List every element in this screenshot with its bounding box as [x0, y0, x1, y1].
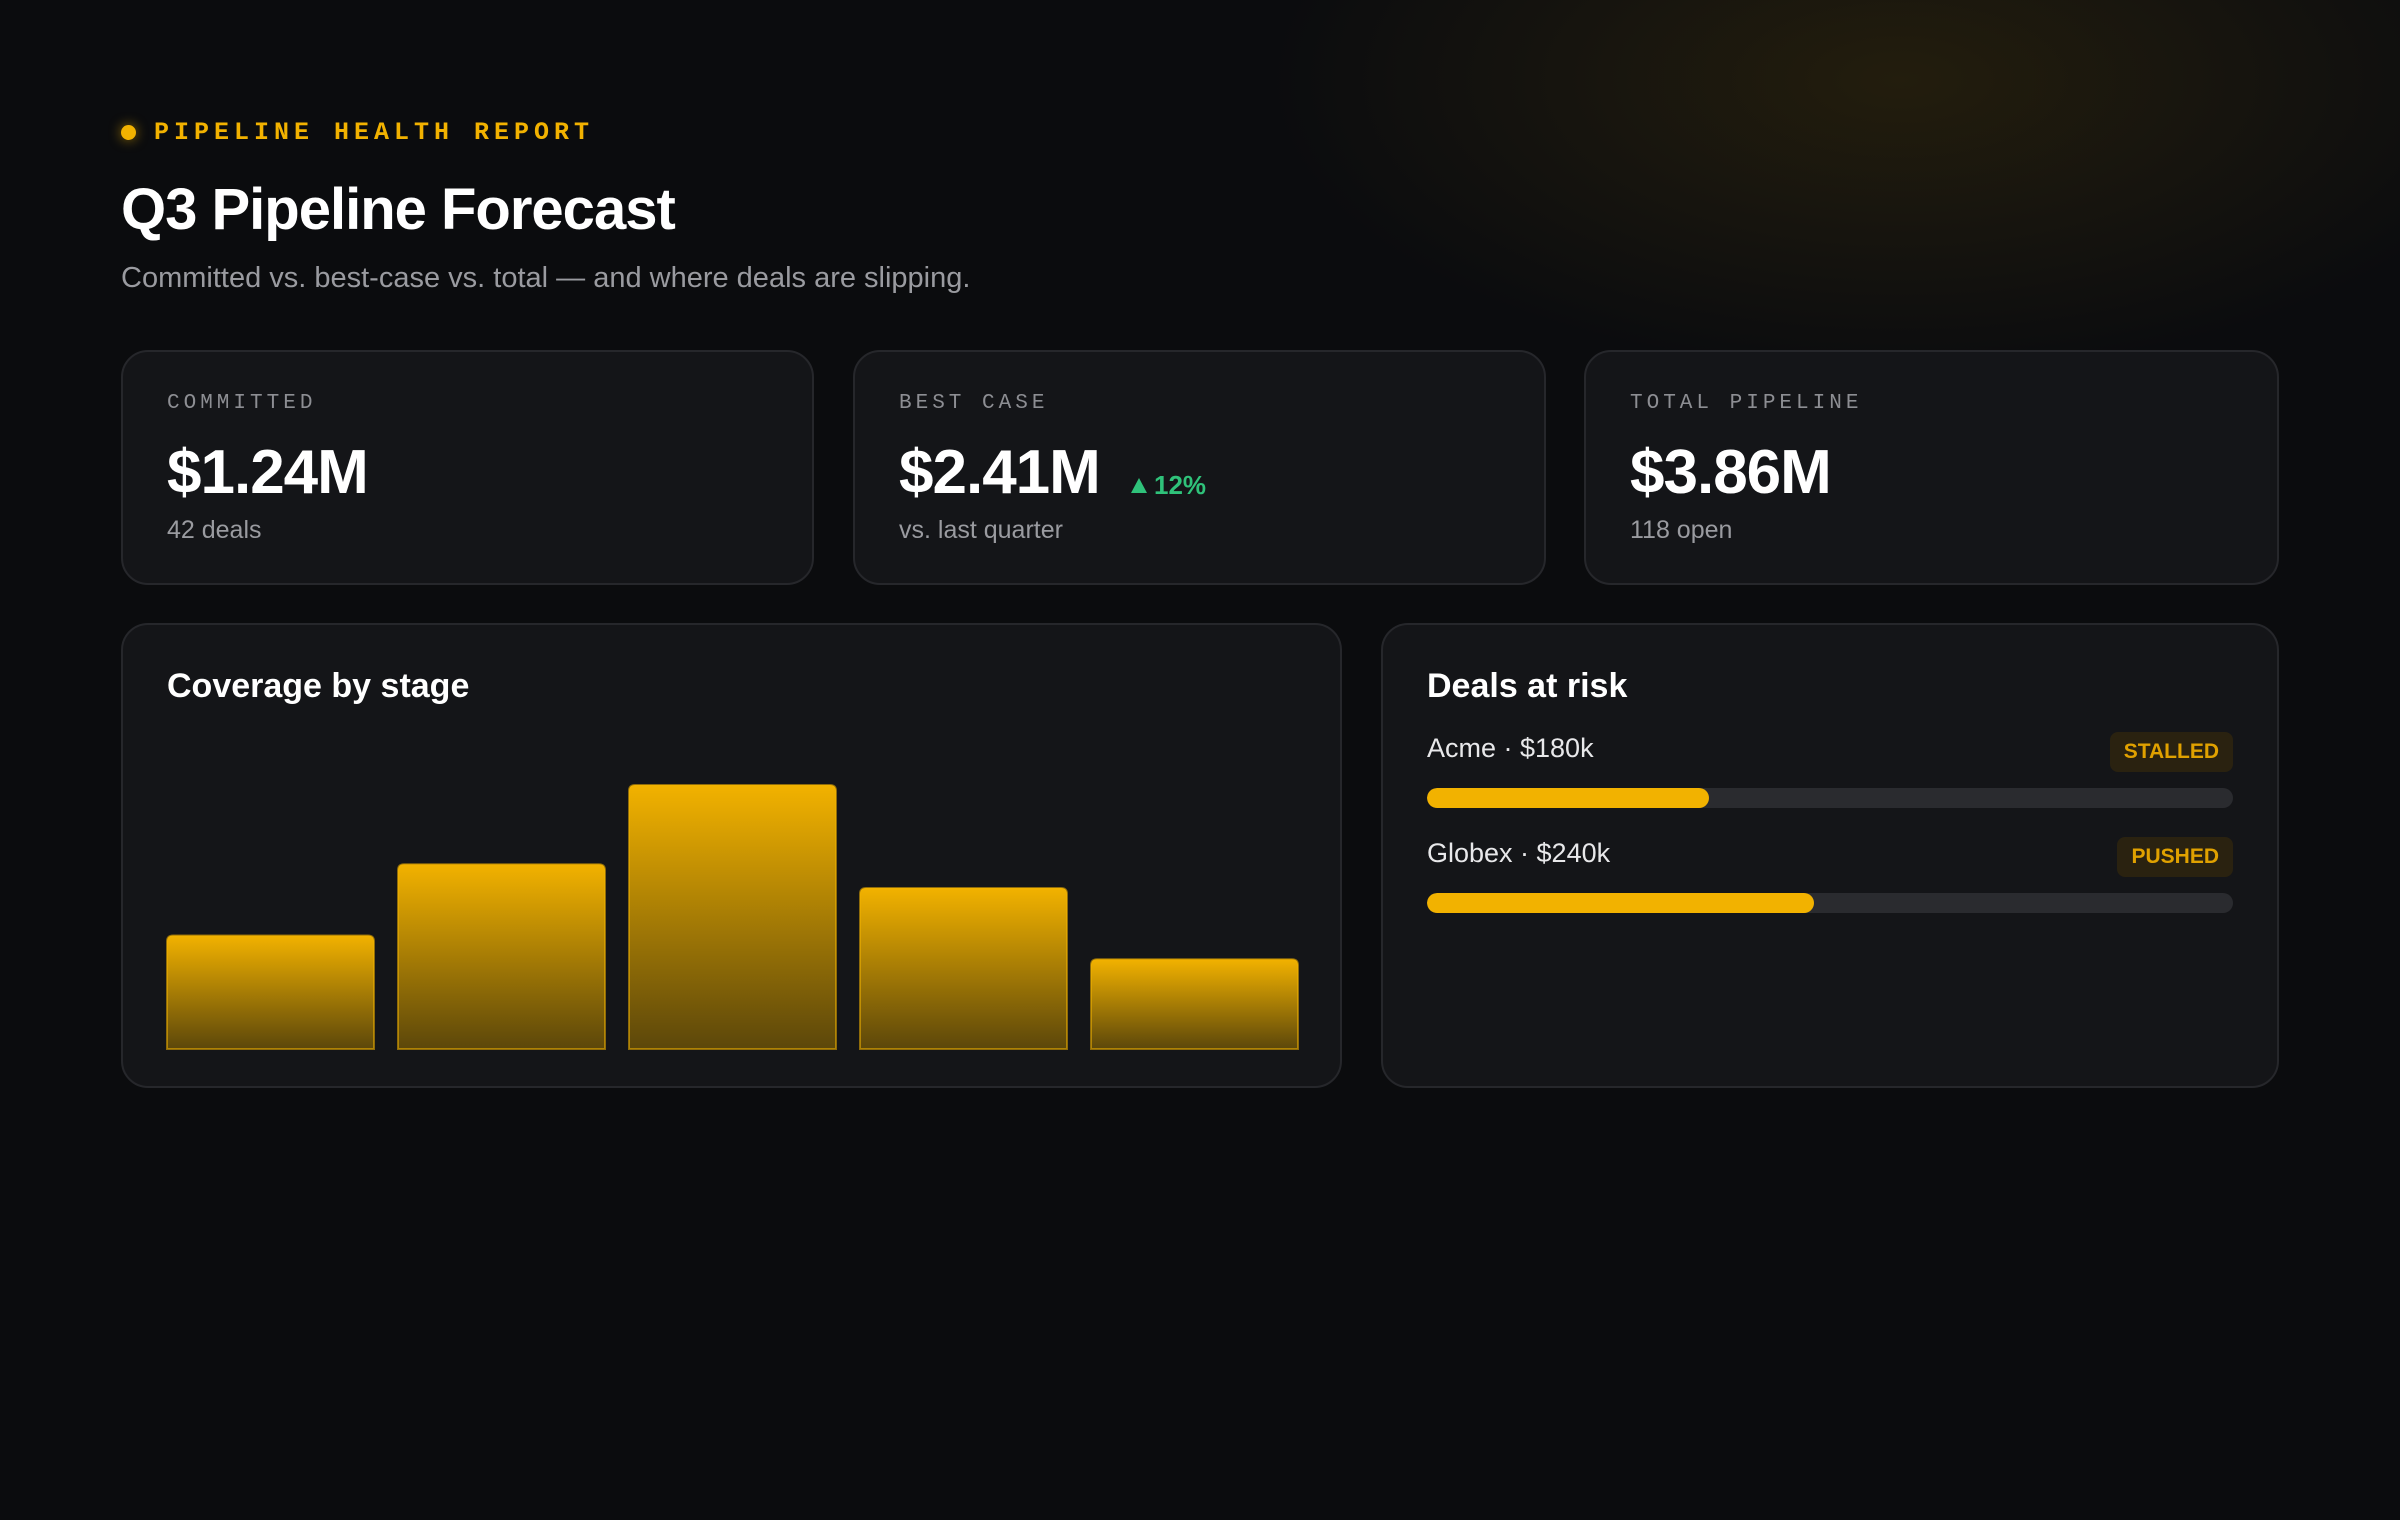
kpi-label: BEST CASE [899, 392, 1049, 415]
kpi-note: 42 deals [167, 516, 262, 544]
status-dot [121, 124, 136, 140]
chart [166, 784, 1299, 1050]
kpi-delta: 12% [1130, 470, 1206, 501]
progress-track [1427, 893, 2233, 913]
bar [859, 886, 1068, 1050]
chart-title: Coverage by stage [167, 667, 470, 705]
deal-label: Acme · $180k [1427, 733, 1594, 763]
up-arrow [1131, 477, 1147, 493]
progress-track [1427, 788, 2233, 808]
progress-fill [1427, 893, 1814, 913]
progress-fill [1427, 788, 1710, 808]
bar [397, 863, 606, 1050]
kpi-card: COMMITTED $1.24M 42 deals [121, 350, 814, 585]
bar [628, 784, 837, 1050]
kpi-value: $3.86M [1630, 438, 1832, 507]
bar [1090, 958, 1299, 1050]
bar [166, 934, 375, 1050]
page-title: Q3 Pipeline Forecast [121, 177, 676, 242]
eyebrow: PIPELINE HEALTH REPORT [121, 116, 594, 148]
kpi-label: COMMITTED [167, 392, 317, 415]
kpi-card: BEST CASE $2.41M 12% vs. last quarter [853, 350, 1546, 585]
risk-card: Deals at risk Acme · $180k STALLED Globex … [1381, 623, 2279, 1088]
kpi-card: TOTAL PIPELINE $3.86M 118 open [1584, 350, 2279, 585]
deal-label: Globex · $240k [1427, 838, 1611, 868]
kpi-note: 118 open [1630, 516, 1733, 544]
status-badge: PUSHED [2117, 837, 2233, 877]
eyebrow-text: PIPELINE HEALTH REPORT [154, 117, 595, 147]
delta-text: 12% [1154, 470, 1207, 500]
kpi-value: $2.41M [899, 438, 1101, 507]
status-badge: STALLED [2109, 732, 2233, 772]
kpi-note: vs. last quarter [899, 516, 1063, 544]
risk-title: Deals at risk [1427, 667, 1628, 705]
page-subtitle: Committed vs. best-case vs. total — and … [121, 262, 971, 294]
kpi-value: $1.24M [167, 438, 369, 507]
chart-card: Coverage by stage [121, 623, 1342, 1088]
kpi-label: TOTAL PIPELINE [1630, 392, 1863, 415]
